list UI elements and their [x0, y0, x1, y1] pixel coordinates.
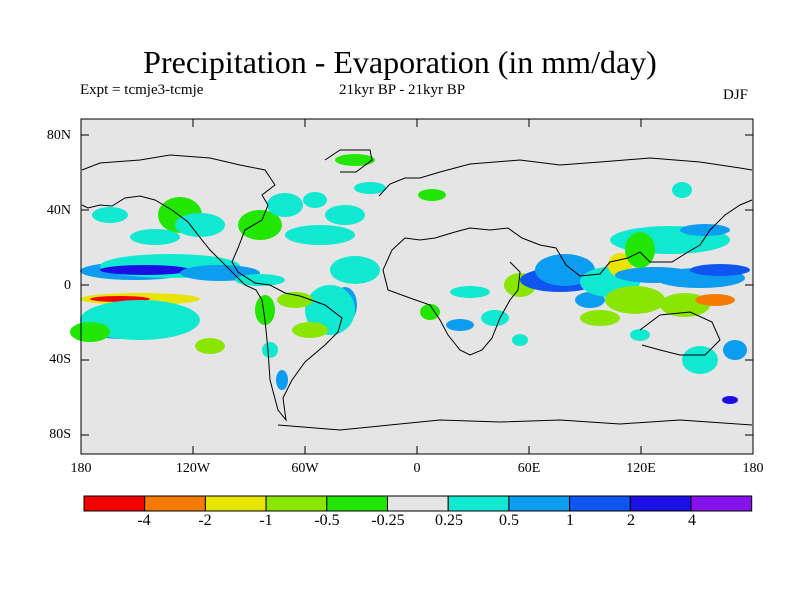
- anomaly-patch: [722, 396, 738, 404]
- colorbar-label: 2: [627, 512, 635, 529]
- season-label: DJF: [723, 87, 749, 103]
- coastline: [639, 311, 721, 356]
- colorbar-label: 1: [566, 512, 574, 529]
- anomaly-field: [70, 119, 753, 454]
- anomaly-patch: [80, 300, 200, 340]
- anomaly-patch: [512, 334, 528, 346]
- anomaly-patch: [695, 294, 735, 306]
- anomaly-patch: [175, 213, 225, 237]
- colorbar-label: 4: [688, 512, 696, 529]
- anomaly-patch: [292, 322, 328, 338]
- anomaly-patch: [481, 310, 509, 326]
- anomaly-patch: [276, 370, 288, 390]
- colorbar-label: 0.25: [435, 512, 463, 529]
- lon-label-0: 0: [413, 461, 421, 476]
- lon-label-120w: 120W: [175, 461, 211, 476]
- experiment-label: Expt = tcmje3-tcmje: [80, 82, 204, 98]
- colorbar-label: -2: [198, 512, 212, 529]
- colorbar-swatch: [690, 495, 753, 512]
- coastline: [81, 154, 343, 422]
- colorbar-swatch: [387, 495, 449, 512]
- colorbar-swatch: [569, 495, 631, 512]
- period-label: 21kyr BP - 21kyr BP: [339, 82, 466, 98]
- colorbar-swatch: [629, 495, 692, 512]
- colorbar-swatch: [447, 495, 510, 512]
- colorbar: [83, 495, 753, 512]
- colorbar-label: -0.25: [371, 512, 405, 529]
- anomaly-patch: [262, 342, 278, 358]
- axis-ticks: [81, 119, 753, 454]
- lon-label-60e: 60E: [517, 461, 541, 476]
- map-background: [81, 119, 753, 454]
- coastline: [382, 199, 753, 356]
- colorbar-label: -0.5: [314, 512, 340, 529]
- colorbar-label: -1: [259, 512, 273, 529]
- colorbar-swatch: [83, 495, 146, 512]
- chart-title: Precipitation - Evaporation (in mm/day): [143, 44, 657, 80]
- anomaly-patch: [354, 182, 386, 194]
- anomaly-patch: [325, 205, 365, 225]
- lat-label-80s: 80S: [49, 427, 71, 442]
- anomaly-patch: [682, 346, 718, 374]
- anomaly-patch: [446, 319, 474, 331]
- colorbar-swatch: [508, 495, 571, 512]
- lat-label-40n: 40N: [46, 203, 71, 218]
- anomaly-patch: [100, 265, 190, 275]
- anomaly-patch: [267, 193, 303, 217]
- colorbar-label: -4: [137, 512, 151, 529]
- anomaly-patch: [605, 286, 665, 314]
- anomaly-patch: [305, 285, 355, 335]
- anomaly-patch: [625, 232, 655, 268]
- anomaly-patch: [277, 292, 313, 308]
- anomaly-patch: [303, 192, 327, 208]
- anomaly-patch: [330, 256, 380, 284]
- anomaly-patch: [723, 340, 747, 360]
- coastlines: [81, 149, 753, 431]
- colorbar-swatch: [326, 495, 388, 512]
- anomaly-patch: [235, 274, 285, 286]
- lat-label-80n: 80N: [46, 128, 71, 143]
- colorbar-swatch: [204, 495, 267, 512]
- lon-label-60w: 60W: [291, 461, 319, 476]
- lon-label-180w: 180: [70, 461, 92, 476]
- anomaly-patch: [672, 182, 692, 198]
- anomaly-patch: [450, 286, 490, 298]
- anomaly-patch: [690, 264, 750, 276]
- anomaly-patch: [335, 154, 375, 166]
- anomaly-patch: [535, 254, 595, 286]
- lat-label-40s: 40S: [49, 352, 71, 367]
- coastline: [324, 149, 373, 173]
- lon-label-180e: 180: [742, 461, 764, 476]
- anomaly-patch: [575, 292, 605, 308]
- anomaly-patch: [195, 338, 225, 354]
- anomaly-patch: [285, 225, 355, 245]
- colorbar-swatch: [144, 495, 206, 512]
- anomaly-patch: [130, 229, 180, 245]
- anomaly-patch: [420, 304, 440, 320]
- anomaly-patch: [680, 224, 730, 236]
- coastline: [277, 419, 753, 431]
- anomaly-patch: [630, 329, 650, 341]
- lat-label-0: 0: [64, 278, 71, 293]
- colorbar-label: 0.5: [499, 512, 519, 529]
- colorbar-swatch: [265, 495, 328, 512]
- anomaly-patch: [255, 295, 275, 325]
- lon-label-120e: 120E: [626, 461, 656, 476]
- anomaly-patch: [70, 322, 110, 342]
- anomaly-patch: [92, 207, 128, 223]
- anomaly-patch: [418, 189, 446, 201]
- coastline: [378, 157, 753, 197]
- anomaly-patch: [580, 310, 620, 326]
- anomaly-patch: [238, 210, 282, 240]
